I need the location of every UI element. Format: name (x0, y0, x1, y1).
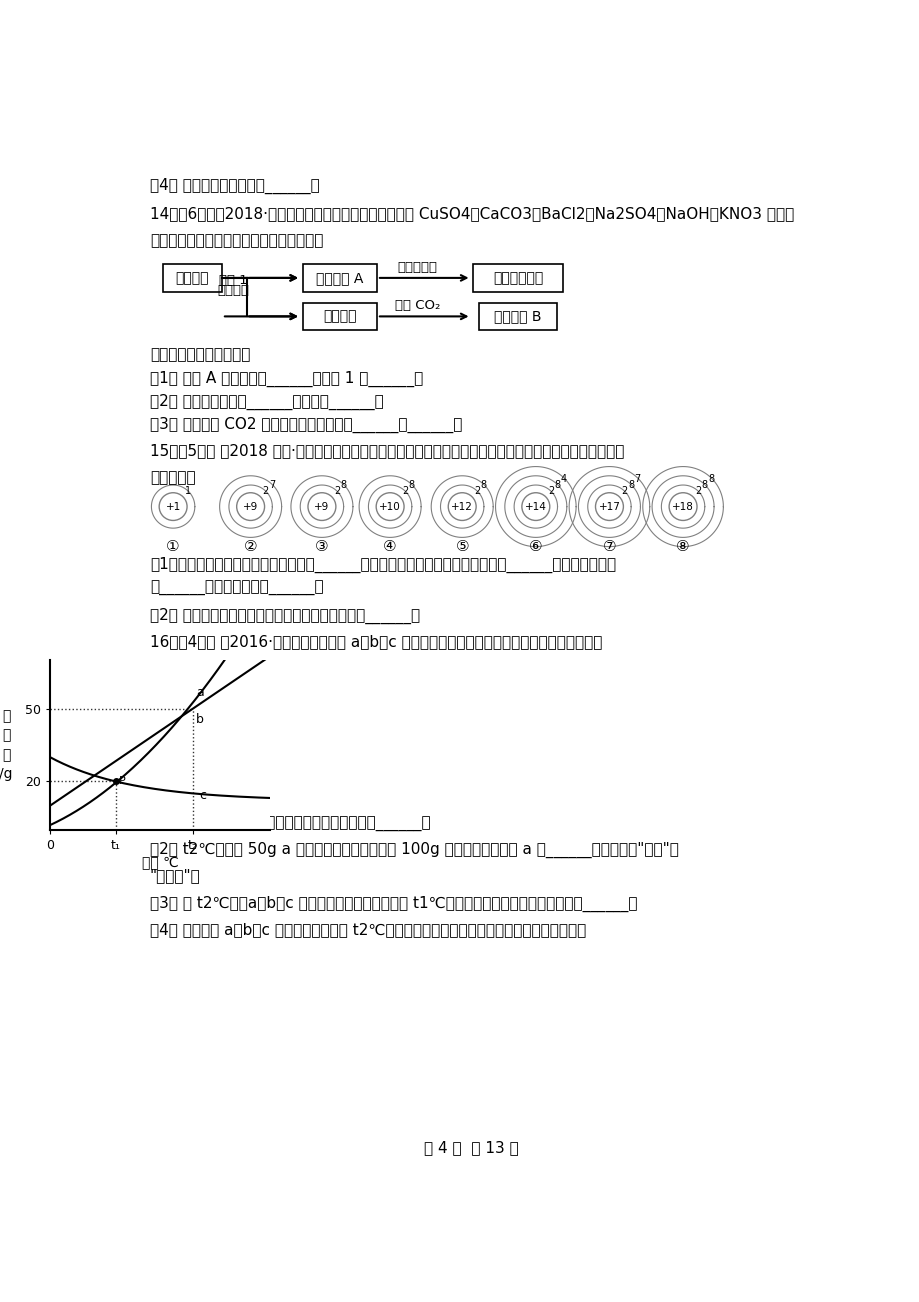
Text: 8: 8 (408, 480, 414, 490)
Text: （2） 固体中一定不含______，一定含______。: （2） 固体中一定不含______，一定含______。 (150, 393, 383, 410)
Circle shape (668, 492, 697, 521)
Text: ①: ① (166, 539, 180, 553)
Text: 7: 7 (269, 480, 275, 490)
Text: +10: +10 (379, 501, 401, 512)
Text: +9: +9 (243, 501, 258, 512)
Text: （4） 常用作化肥的一种盐______。: （4） 常用作化肥的一种盐______。 (150, 178, 319, 194)
Circle shape (595, 492, 623, 521)
Text: 通入 CO₂: 通入 CO₂ (394, 299, 439, 312)
Text: （1）上述粒子中，属于同一种元素的是______（填序号，下同），属于阳离子的是______，属于阴离子的: （1）上述粒子中，属于同一种元素的是______（填序号，下同），属于阳离子的是… (150, 557, 616, 573)
Text: （2） t2℃时，将 50g a 物质（不含结晶水）放入 100g 水中充分溶解得到 a 的______溶液；（填"饱和"或: （2） t2℃时，将 50g a 物质（不含结晶水）放入 100g 水中充分溶解… (150, 841, 678, 858)
Text: （3） 将 t2℃时，a、b、c 三种物质的饱和溶液降温至 t1℃，所得溶液的溶质质量分数关系是______；: （3） 将 t2℃时，a、b、c 三种物质的饱和溶液降温至 t1℃，所得溶液的溶… (150, 896, 637, 911)
Text: ②: ② (244, 539, 257, 553)
Text: 2: 2 (695, 487, 700, 496)
Text: ③: ③ (315, 539, 328, 553)
Text: 4: 4 (561, 474, 566, 483)
FancyBboxPatch shape (164, 264, 221, 292)
Text: 15．（5分） （2018 九上·庆云月考）下面是部分元素原子或离子的结构示意图。请你仔细观察、分析，然后: 15．（5分） （2018 九上·庆云月考）下面是部分元素原子或离子的结构示意图… (150, 444, 624, 458)
Text: （2） 电子层数相同，最外层电子数也相同的粒子有______。: （2） 电子层数相同，最外层电子数也相同的粒子有______。 (150, 608, 420, 624)
Text: ④: ④ (383, 539, 396, 553)
FancyBboxPatch shape (473, 264, 562, 292)
Text: +17: +17 (598, 501, 619, 512)
Text: 2: 2 (548, 487, 553, 496)
Text: 第 4 页  共 13 页: 第 4 页 共 13 页 (424, 1141, 518, 1155)
Text: ⑤: ⑤ (455, 539, 469, 553)
Text: （4） 等质量的 a、b、c 三种物质分别配制 t2℃时的饱和溶液，所得溶液的质量由大到小的顺序为: （4） 等质量的 a、b、c 三种物质分别配制 t2℃时的饱和溶液，所得溶液的质… (150, 922, 585, 937)
Text: 14．（6分）（2018·渠县模拟）有一包白色粉末，可能是 CuSO4、CaCO3、BaCl2、Na2SO4、NaOH、KNO3 中的一: 14．（6分）（2018·渠县模拟）有一包白色粉末，可能是 CuSO4、CaCO… (150, 206, 793, 221)
Text: 8: 8 (701, 480, 707, 490)
X-axis label: 温度 ℃: 温度 ℃ (142, 855, 178, 868)
Text: 8: 8 (628, 480, 633, 490)
Text: 8: 8 (554, 480, 560, 490)
Text: 白色沉淀 B: 白色沉淀 B (494, 310, 541, 323)
Circle shape (159, 492, 187, 521)
Text: 2: 2 (474, 487, 480, 496)
Text: ⑦: ⑦ (602, 539, 616, 553)
Text: 2: 2 (263, 487, 268, 496)
Text: 回答问题：: 回答问题： (150, 470, 196, 486)
Text: +1: +1 (165, 501, 180, 512)
Text: （1） t1℃时，a 物质饱和溶液的溶质质量分数是______；: （1） t1℃时，a 物质饱和溶液的溶质质量分数是______； (150, 815, 430, 831)
Text: a: a (196, 686, 204, 699)
Text: 1: 1 (185, 487, 191, 496)
FancyBboxPatch shape (302, 264, 376, 292)
Text: +12: +12 (451, 501, 472, 512)
Text: 8: 8 (481, 480, 486, 490)
Text: P: P (119, 776, 126, 786)
Text: 白色沉淀 A: 白色沉淀 A (316, 271, 363, 285)
FancyBboxPatch shape (302, 302, 376, 331)
Text: "不饱和"）: "不饱和"） (150, 868, 200, 884)
Text: 操作 1: 操作 1 (219, 273, 248, 286)
Text: ⑥: ⑥ (528, 539, 542, 553)
Text: （1） 沉淀 A 的化学式是______；操作 1 是______。: （1） 沉淀 A 的化学式是______；操作 1 是______。 (150, 370, 423, 387)
Text: 16．（4分） （2016·汶上模拟）如图是 a、b、c 三种物质的溶解度曲线，根据图象分析以下问题：: 16．（4分） （2016·汶上模拟）如图是 a、b、c 三种物质的溶解度曲线，… (150, 634, 602, 650)
Text: +14: +14 (525, 501, 546, 512)
Circle shape (521, 492, 550, 521)
Text: 2: 2 (402, 487, 408, 496)
Text: 足量的水: 足量的水 (217, 284, 249, 297)
Text: 2: 2 (334, 487, 340, 496)
Text: 是______，属于原子的是______。: 是______，属于原子的是______。 (150, 581, 323, 595)
Text: +9: +9 (314, 501, 329, 512)
Circle shape (448, 492, 476, 521)
Text: 8: 8 (340, 480, 346, 490)
Text: 2: 2 (621, 487, 627, 496)
Text: 沉淀全部溶解: 沉淀全部溶解 (493, 271, 542, 285)
Text: 根据上述实验现象判断：: 根据上述实验现象判断： (150, 348, 250, 362)
Circle shape (376, 492, 403, 521)
Text: 无色滤液: 无色滤液 (323, 310, 357, 323)
Circle shape (236, 492, 265, 521)
Text: ⑧: ⑧ (675, 539, 689, 553)
FancyBboxPatch shape (479, 302, 556, 331)
Text: 溶
解
度
/g: 溶 解 度 /g (0, 708, 13, 781)
Text: 种或几种，为证明其组成，进行如下实验：: 种或几种，为证明其组成，进行如下实验： (150, 233, 323, 249)
Text: +18: +18 (672, 501, 693, 512)
Text: c: c (199, 789, 207, 802)
Circle shape (308, 492, 335, 521)
Text: b: b (196, 713, 204, 727)
Text: 白色固体: 白色固体 (176, 271, 209, 285)
Text: （3） 写出通入 CO2 生成沉淀的化学方程式______，______。: （3） 写出通入 CO2 生成沉淀的化学方程式______，______。 (150, 417, 461, 432)
Text: 8: 8 (708, 474, 713, 483)
Text: 7: 7 (634, 474, 641, 483)
Text: 足量的盐酸: 足量的盐酸 (397, 260, 437, 273)
